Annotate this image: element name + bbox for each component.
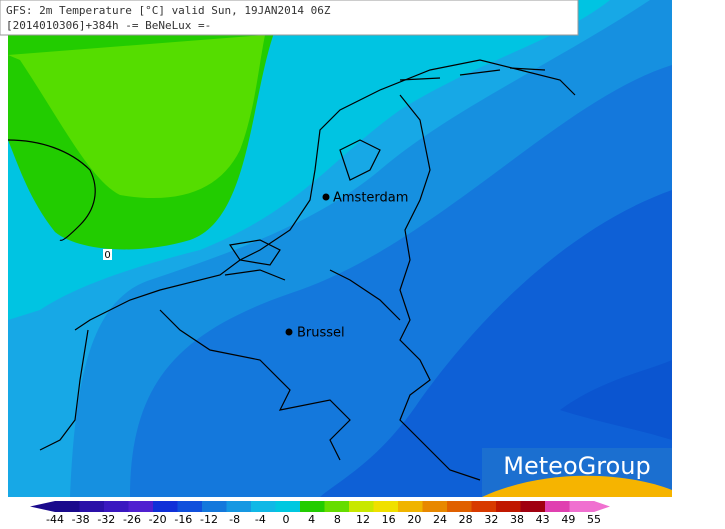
colorbar-tick-label: 4 xyxy=(308,513,315,525)
header-line: [2014010306]+384h -= BeNeLux =- xyxy=(6,19,211,32)
colorbar-segment xyxy=(545,501,570,512)
colorbar-tick-label: -20 xyxy=(149,513,167,525)
colorbar-tick-label: -26 xyxy=(123,513,141,525)
colorbar-tick-label: 43 xyxy=(536,513,550,525)
colorbar-segment xyxy=(104,501,129,512)
colorbar-segment xyxy=(373,501,399,512)
city-dot xyxy=(322,193,330,201)
contour-label: 0 xyxy=(104,250,110,261)
colorbar-tick-label: 16 xyxy=(382,513,396,525)
field-darkest xyxy=(560,360,672,440)
field-light-green xyxy=(8,35,265,198)
colorbar-tick-label: 0 xyxy=(283,513,290,525)
colorbar-segment xyxy=(520,501,546,512)
colorbar-tick-label: 28 xyxy=(459,513,473,525)
header-line: GFS: 2m Temperature [°C] valid Sun, 19JA… xyxy=(6,4,331,17)
colorbar-tick-label: 55 xyxy=(587,513,601,525)
colorbar-tick-label: 20 xyxy=(407,513,421,525)
colorbar-segment xyxy=(79,501,105,512)
map-fields xyxy=(8,0,672,497)
colorbar-segment xyxy=(471,501,497,512)
borders xyxy=(7,59,576,481)
colorbar-segment xyxy=(422,501,448,512)
city-label: Amsterdam xyxy=(333,191,408,206)
logo-text: MeteoGroup xyxy=(503,452,650,480)
colorbar-tick-label: -12 xyxy=(200,513,218,525)
colorbar-tick-label: -44 xyxy=(46,513,64,525)
colorbar-segment xyxy=(349,501,374,512)
city-label: Brussel xyxy=(297,326,345,341)
contour-label-bg xyxy=(103,249,112,260)
colorbar-tick-label: 32 xyxy=(484,513,498,525)
colorbar-tick-label: -4 xyxy=(255,513,266,525)
colorbar-segment xyxy=(398,501,423,512)
colorbar-arrow xyxy=(30,501,55,512)
colorbar-arrow xyxy=(594,501,610,512)
colorbar-segment xyxy=(275,501,301,512)
colorbar-segment xyxy=(324,501,350,512)
header-box xyxy=(0,0,579,36)
city-dot xyxy=(285,328,293,336)
colorbar-tick-label: 12 xyxy=(356,513,370,525)
colorbar-tick-label: -8 xyxy=(229,513,240,525)
colorbar-tick-label: -16 xyxy=(174,513,192,525)
colorbar-tick-label: -32 xyxy=(97,513,115,525)
colorbar-segment xyxy=(177,501,203,512)
colorbar-tick-label: 24 xyxy=(433,513,447,525)
colorbar-tick-label: 49 xyxy=(561,513,575,525)
colorbar-segment xyxy=(447,501,472,512)
colorbar-segment xyxy=(251,501,276,512)
colorbar-segment xyxy=(202,501,227,512)
colorbar-segment xyxy=(55,501,80,512)
colorbar-segment xyxy=(128,501,154,512)
colorbar-segment xyxy=(496,501,521,512)
colorbar-segment xyxy=(569,501,595,512)
colorbar-segment xyxy=(226,501,252,512)
colorbar-segment xyxy=(153,501,178,512)
colorbar-segment xyxy=(300,501,325,512)
colorbar-tick-label: -38 xyxy=(72,513,90,525)
colorbar-tick-label: 38 xyxy=(510,513,524,525)
logo-arc xyxy=(482,475,672,497)
colorbar: -44 -38 -32 -26 -20 -16 -12 -8 -4 0 4 8 12 16 20 24 28 32… xyxy=(30,501,610,526)
logo: MeteoGroup xyxy=(482,448,672,497)
colorbar-tick-label: 8 xyxy=(334,513,341,525)
